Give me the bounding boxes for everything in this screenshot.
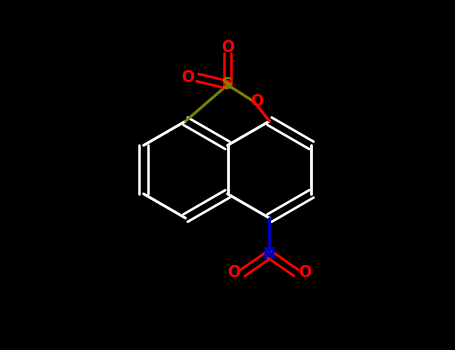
Text: S: S <box>222 77 233 92</box>
Text: N: N <box>263 247 276 262</box>
Text: O: O <box>181 70 194 85</box>
Text: O: O <box>221 40 234 55</box>
Text: O: O <box>298 265 311 280</box>
Text: O: O <box>228 265 241 280</box>
Text: O: O <box>250 94 263 109</box>
